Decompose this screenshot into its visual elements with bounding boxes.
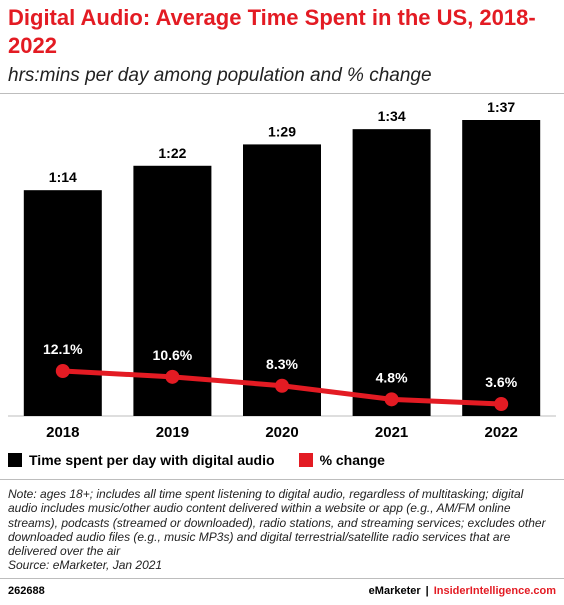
- chart-title: Digital Audio: Average Time Spent in the…: [8, 5, 536, 58]
- bar-value-label-2022: 1:37: [487, 100, 515, 115]
- footer-divider: [0, 578, 564, 579]
- x-tick-label-2022: 2022: [485, 424, 518, 441]
- header-divider: [0, 93, 564, 94]
- bar-2021: [352, 129, 431, 416]
- chart-note: Note: ages 18+; includes all time spent …: [8, 487, 554, 573]
- legend-label-line: % change: [319, 452, 385, 468]
- footer-brands: eMarketer | InsiderIntelligence.com: [369, 585, 556, 597]
- bar-value-label-2018: 1:14: [49, 169, 77, 185]
- x-tick-label-2018: 2018: [46, 424, 79, 441]
- note-text: Note: ages 18+; includes all time spent …: [8, 487, 546, 559]
- bar-2018: [23, 190, 102, 416]
- pct-point-2018: [55, 364, 70, 378]
- pct-point-2021: [384, 392, 399, 407]
- pct-label-2020: 8.3%: [266, 356, 298, 372]
- pct-point-2019: [165, 369, 180, 384]
- chart-subtitle: hrs:mins per day among population and % …: [8, 65, 432, 86]
- legend-swatch-line: [298, 453, 313, 467]
- brand-insider-intelligence: InsiderIntelligence.com: [433, 585, 556, 597]
- pct-label-2022: 3.6%: [485, 374, 517, 390]
- pct-label-2018: 12.1%: [43, 341, 83, 357]
- pct-point-2022: [494, 397, 509, 411]
- chart-legend: Time spent per day with digital audio % …: [8, 449, 409, 471]
- bar-value-label-2021: 1:34: [378, 108, 406, 124]
- bar-value-label-2020: 1:29: [268, 123, 296, 139]
- brand-separator: |: [425, 585, 429, 597]
- bar-value-label-2019: 1:22: [158, 145, 186, 161]
- chart-id: 262688: [8, 585, 45, 597]
- x-tick-label-2020: 2020: [265, 424, 298, 441]
- x-tick-label-2019: 2019: [156, 424, 189, 441]
- pct-label-2019: 10.6%: [153, 347, 193, 363]
- legend-swatch-bars: [8, 453, 22, 467]
- legend-label-bars: Time spent per day with digital audio: [29, 452, 275, 468]
- note-divider: [0, 479, 564, 480]
- bar-2020: [243, 144, 321, 417]
- chart-plot: 1:14 2018 1:22 2019 1:29 2020 1:34 2021 1:37 2022…: [8, 100, 556, 441]
- source-text: Source: eMarketer, Jan 2021: [8, 558, 163, 573]
- pct-label-2021: 4.8%: [376, 369, 408, 385]
- pct-point-2020: [275, 378, 289, 393]
- bar-2022: [462, 120, 541, 416]
- x-tick-label-2021: 2021: [375, 424, 408, 441]
- brand-emarketer: eMarketer: [368, 585, 421, 597]
